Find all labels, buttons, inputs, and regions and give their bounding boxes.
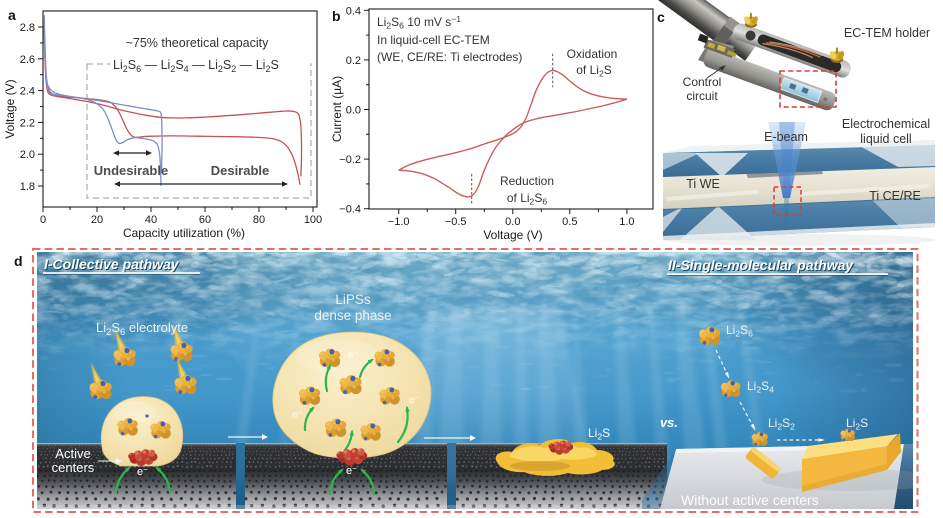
svg-text:centers: centers [52,460,95,475]
svg-text:Li2​S6​ — Li2​S4​ — Li2​S2​ —: Li2​S6​ — Li2​S4​ — Li2​S2​ — Li2​S [113,58,279,74]
svg-text:0.0: 0.0 [505,216,520,228]
svg-text:e−: e− [292,408,303,421]
svg-text:−0.2: −0.2 [339,154,361,166]
svg-text:of Li2​S6​: of Li2​S6​ [507,191,547,207]
svg-text:circuit: circuit [686,89,718,103]
svg-text:Voltage (V): Voltage (V) [483,228,542,242]
svg-text:e−: e− [348,348,359,361]
svg-text:0.2: 0.2 [346,55,361,67]
svg-text:vs.: vs. [660,415,678,430]
svg-text:Control: Control [683,75,722,89]
svg-text:liquid cell: liquid cell [860,132,911,146]
svg-text:−0.5: −0.5 [445,216,467,228]
svg-text:e−: e− [346,464,357,477]
svg-text:2.0: 2.0 [20,149,35,161]
svg-text:Current (µA): Current (µA) [330,76,344,142]
svg-text:Ti CE/RE: Ti CE/RE [869,189,921,203]
svg-text:40: 40 [145,214,157,226]
svg-text:1.0: 1.0 [619,216,634,228]
svg-text:2.6: 2.6 [20,54,35,66]
svg-text:c: c [657,9,665,25]
svg-text:0.4: 0.4 [346,5,361,17]
svg-text:e−: e− [137,465,148,478]
svg-text:I-Collective pathway: I-Collective pathway [44,256,180,272]
svg-text:e−: e− [409,393,420,406]
svg-text:0.0: 0.0 [346,105,361,117]
svg-text:0: 0 [40,214,46,226]
svg-text:Electrochemical: Electrochemical [842,117,930,131]
svg-text:b: b [332,8,341,24]
svg-text:(WE, CE/RE: Ti electrodes): (WE, CE/RE: Ti electrodes) [377,50,522,64]
svg-text:Oxidation: Oxidation [567,47,618,61]
svg-text:Li2​S: Li2​S [588,426,610,442]
svg-text:In liquid-cell EC-TEM: In liquid-cell EC-TEM [377,33,490,47]
svg-text:of Li2​S: of Li2​S [576,63,611,79]
svg-text:LiPSs: LiPSs [335,292,371,307]
svg-text:II-Single-molecular pathway: II-Single-molecular pathway [669,258,855,274]
svg-text:Li2​S6​ electrolyte: Li2​S6​ electrolyte [96,320,188,337]
svg-text:Capacity utilization (%): Capacity utilization (%) [123,226,245,240]
svg-text:60: 60 [199,214,211,226]
svg-text:Li2​S: Li2​S [846,416,868,432]
svg-text:Active: Active [55,446,90,461]
svg-text:0.5: 0.5 [562,216,577,228]
svg-text:II-Single-molecular pathway: II-Single-molecular pathway [668,257,854,273]
svg-text:Without active centers: Without active centers [681,492,819,508]
svg-text:Li2​S4​: Li2​S4​ [747,379,774,395]
svg-text:Undesirable: Undesirable [94,163,168,178]
svg-text:2.4: 2.4 [20,86,35,98]
svg-text:Li2​S2​: Li2​S2​ [768,416,795,432]
svg-text:80: 80 [253,214,265,226]
svg-text:d: d [14,253,23,269]
svg-text:E-beam: E-beam [764,130,808,144]
svg-text:Ti WE: Ti WE [686,177,720,191]
svg-text:EC-TEM holder: EC-TEM holder [844,26,930,40]
svg-text:I-Collective pathway: I-Collective pathway [45,257,181,273]
svg-text:Reduction: Reduction [500,174,554,188]
svg-text:Li2​S6​: Li2​S6​ [726,323,753,339]
svg-text:Li2​S6​ 10 mV s−1​: Li2​S6​ 10 mV s−1​ [377,14,461,31]
svg-text:Voltage (V): Voltage (V) [3,79,17,138]
svg-text:Desirable: Desirable [211,163,270,178]
svg-text:2.8: 2.8 [20,22,35,34]
svg-text:−0.4: −0.4 [339,204,361,216]
svg-text:2.2: 2.2 [20,117,35,129]
svg-text:dense phase: dense phase [314,308,391,323]
svg-text:1.8: 1.8 [20,181,35,193]
svg-text:100: 100 [304,214,322,226]
svg-text:−1.0: −1.0 [388,216,410,228]
svg-text:~75% theoretical capacity: ~75% theoretical capacity [126,36,270,50]
svg-text:20: 20 [91,214,103,226]
svg-text:a: a [8,7,16,23]
